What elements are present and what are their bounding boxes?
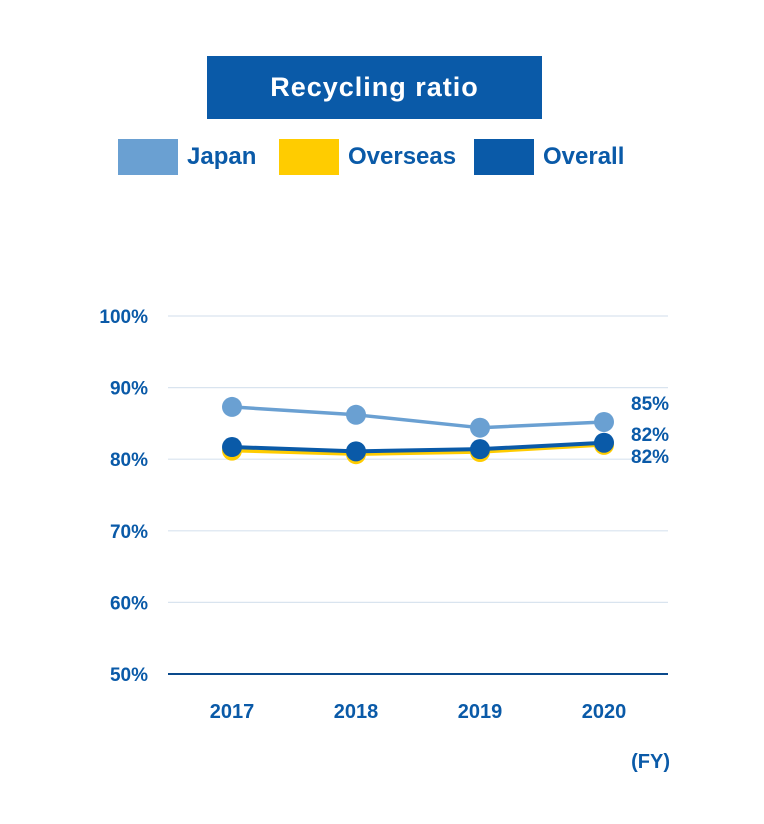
legend-item-overall: Overall [474,139,624,175]
legend-swatch-overseas [279,139,339,175]
data-point-japan [346,404,366,425]
y-tick-label: 100% [99,307,148,328]
x-tick-label: 2020 [582,701,627,723]
x-tick-label: 2018 [334,701,379,723]
x-unit-label: (FY) [631,751,670,773]
legend-item-japan: Japan [118,139,256,175]
chart-title: Recycling ratio [270,72,479,102]
legend-label-japan: Japan [187,143,257,170]
series-line-japan [231,405,605,430]
y-tick-label: 60% [110,593,148,614]
data-point-japan [222,396,242,417]
data-point-overall [222,437,242,458]
legend-swatch-japan [118,139,178,175]
end-label-overall: 82% [631,425,669,446]
y-tick-label: 80% [110,450,148,471]
chart-title-box: Recycling ratio [207,56,542,119]
data-point-japan [470,417,490,438]
legend-item-overseas: Overseas [279,139,456,175]
y-tick-label: 70% [110,522,148,543]
x-tick-label: 2017 [210,701,255,723]
series-line-overall [231,440,605,454]
end-label-japan: 85% [631,394,669,415]
y-tick-label: 90% [110,379,148,400]
legend-label-overall: Overall [543,143,625,170]
legend-label-overseas: Overseas [348,143,457,170]
x-tick-label: 2019 [458,701,503,723]
data-point-overall [594,432,614,453]
data-point-overall [470,439,490,460]
data-point-overall [346,441,366,462]
end-label-overseas: 82% [631,447,669,468]
data-point-japan [594,411,614,432]
series-line-overseas [231,443,605,456]
legend-swatch-overall [474,139,534,175]
y-tick-label: 50% [110,665,148,686]
